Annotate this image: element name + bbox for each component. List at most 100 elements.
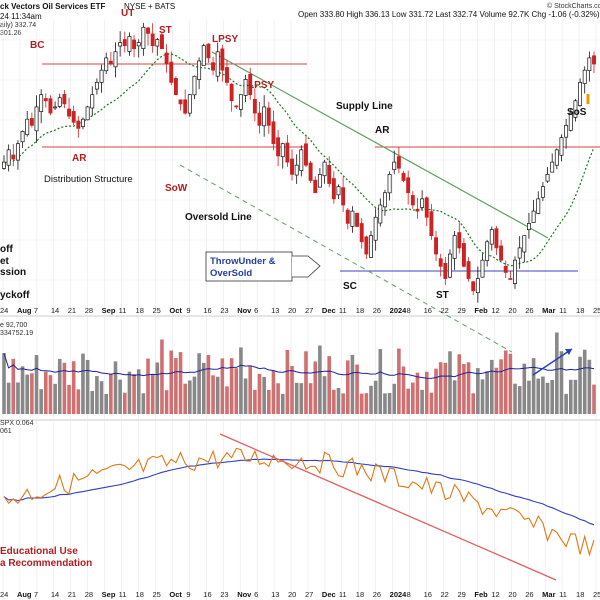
volume-bar xyxy=(424,371,429,414)
candle-body xyxy=(2,161,6,169)
candle-body xyxy=(564,124,569,138)
candle-body xyxy=(336,186,341,196)
candle-body xyxy=(424,197,429,218)
x-tick-label: 18 xyxy=(356,306,364,315)
ann-left-4: yckoff xyxy=(0,290,30,301)
volume-bar xyxy=(25,374,30,414)
ann-sc: SC xyxy=(343,281,357,292)
x-tick-label: 18 xyxy=(136,306,144,315)
x-tick-label: 2024 xyxy=(390,306,408,315)
volume-bar xyxy=(99,381,104,414)
candle-body xyxy=(308,162,313,181)
volume-bar xyxy=(448,351,452,414)
x-tick-label-bottom: 9 xyxy=(186,590,190,599)
volume-trend-arrow xyxy=(532,348,573,376)
ann-supply-line: Supply Line xyxy=(336,101,393,112)
volume-bar xyxy=(267,389,271,414)
candle-body xyxy=(434,237,438,255)
ann-oversold-line: Oversold Line xyxy=(185,212,252,223)
volume-bar xyxy=(253,389,257,414)
candle-body xyxy=(536,198,541,214)
candle-body xyxy=(271,121,276,145)
candle-body xyxy=(169,61,174,83)
volume-bar xyxy=(341,393,345,414)
candle-body xyxy=(15,143,20,161)
volume-bar xyxy=(573,379,578,414)
candle-body xyxy=(327,165,332,184)
candle-body xyxy=(471,281,476,292)
ann-edu-2: a Recommendation xyxy=(0,558,92,569)
chart-exchange: NYSE + BATS xyxy=(124,2,175,11)
volume-bar xyxy=(429,392,434,414)
volume-bar xyxy=(494,367,499,414)
volume-bar xyxy=(11,358,16,414)
candle-body xyxy=(118,42,123,47)
candle-body xyxy=(132,39,137,50)
candle-body xyxy=(410,195,415,206)
x-tick-label: 20 xyxy=(508,306,516,315)
candle-body xyxy=(573,100,578,118)
volume-bar xyxy=(290,365,294,414)
x-tick-label-bottom: 7 xyxy=(34,590,38,599)
candle-body xyxy=(396,156,401,169)
volume-bar xyxy=(387,392,392,414)
x-tick-label-bottom: 22 xyxy=(441,590,449,599)
volume-bar xyxy=(132,374,136,414)
volume-bar xyxy=(85,359,90,414)
candle-body xyxy=(373,216,378,241)
chart-time: 24 11:34am xyxy=(0,12,42,21)
volume-ma-legend: 334752.19 xyxy=(0,330,33,337)
volume-bar xyxy=(434,368,438,414)
rsc-ma-legend: 061 xyxy=(0,428,12,435)
volume-bar xyxy=(383,393,387,414)
x-tick-label: 18 xyxy=(576,306,584,315)
candle-body xyxy=(252,98,257,114)
volume-bar xyxy=(480,379,485,414)
volume-bar xyxy=(192,376,197,414)
volume-bar xyxy=(503,350,508,414)
x-tick-label-bottom: Oct xyxy=(169,590,182,599)
ann-ar2: AR xyxy=(375,125,390,136)
candle-body xyxy=(11,154,16,160)
x-tick-label: 13 xyxy=(271,306,279,315)
volume-bar xyxy=(499,359,503,414)
x-tick-label: Dec xyxy=(322,306,336,315)
x-tick-label-bottom: 27 xyxy=(305,590,313,599)
volume-bar xyxy=(118,379,122,414)
candle-body xyxy=(62,94,67,105)
candle-body xyxy=(113,51,118,68)
x-tick-label-bottom: 26 xyxy=(525,590,533,599)
x-tick-label-bottom: 18 xyxy=(356,590,364,599)
x-tick-label-bottom: 2024 xyxy=(390,590,408,599)
volume-bar xyxy=(285,349,290,414)
volume-bar xyxy=(373,380,378,414)
ann-throwunder-2: OverSold xyxy=(210,268,252,279)
volume-bar xyxy=(211,375,215,414)
candle-body xyxy=(127,36,132,52)
ann-st2: ST xyxy=(436,290,449,301)
candle-body xyxy=(187,94,192,114)
x-tick-label-bottom: 18 xyxy=(576,590,584,599)
volume-bar xyxy=(155,362,160,414)
candle-body xyxy=(545,174,550,182)
candle-body xyxy=(466,261,471,279)
ann-ut: UT xyxy=(121,8,134,19)
candle-body xyxy=(94,82,99,90)
candle-body xyxy=(494,228,499,249)
candle-body xyxy=(345,209,350,224)
volume-bar xyxy=(229,358,234,414)
candle-body xyxy=(392,161,397,170)
volume-bar xyxy=(582,349,587,414)
volume-bar xyxy=(415,372,420,414)
rsc-line xyxy=(3,447,595,557)
volume-bar xyxy=(81,353,85,414)
volume-bar xyxy=(531,358,536,414)
volume-bar xyxy=(568,379,573,414)
volume-bar xyxy=(113,361,118,414)
volume-bar xyxy=(183,383,187,414)
volume-bar xyxy=(322,376,327,414)
candle-body xyxy=(85,106,90,121)
ann-st1: ST xyxy=(159,25,172,36)
volume-bar xyxy=(48,375,53,414)
